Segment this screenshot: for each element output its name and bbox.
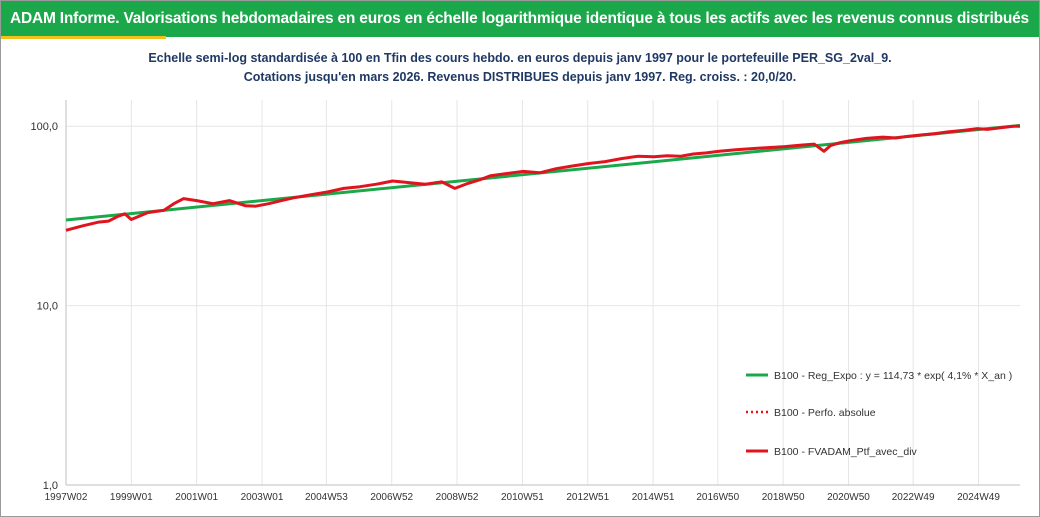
x-tick-label: 2008W52	[436, 492, 479, 503]
x-tick-label: 2003W01	[241, 492, 284, 503]
header-bar: ADAM Informe. Valorisations hebdomadaire…	[1, 1, 1039, 37]
x-tick-label: 2016W50	[696, 492, 739, 503]
chart-subtitle-line-1: Echelle semi-log standardisée à 100 en T…	[148, 51, 892, 65]
x-tick-label: 1997W02	[45, 492, 88, 503]
x-tick-label: 2024W49	[957, 492, 1000, 503]
x-axis: 1997W02 1999W01 2001W01 2003W01 2004W53 2006W…	[45, 484, 1020, 503]
x-tick-label: 2018W50	[762, 492, 805, 503]
legend-label: B100 - FVADAM_Ptf_avec_div	[774, 446, 918, 458]
series-layer	[65, 123, 1021, 232]
legend-label: B100 - Reg_Expo : y = 114,73 * exp( 4,1%…	[774, 370, 1012, 382]
chart-subtitle-line-2: Cotations jusqu'en mars 2026. Revenus DI…	[243, 70, 797, 84]
series-line-3	[65, 124, 1020, 232]
x-tick-label: 2020W50	[827, 492, 870, 503]
y-tick-label: 1,0	[43, 480, 58, 492]
x-tick-label: 2014W51	[632, 492, 675, 503]
x-tick-label: 2004W53	[305, 492, 348, 503]
page-title: ADAM Informe. Valorisations hebdomadaire…	[10, 10, 1029, 27]
header-accent-bar	[1, 36, 166, 39]
y-axis: 1,0 10,0 100,0	[30, 100, 67, 492]
legend-label: B100 - Perfo. absolue	[774, 407, 876, 419]
grid	[65, 100, 1020, 486]
x-tick-label: 2022W49	[892, 492, 935, 503]
x-tick-label: 2010W51	[501, 492, 544, 503]
legend: B100 - Reg_Expo : y = 114,73 * exp( 4,1%…	[746, 370, 1012, 458]
x-tick-label: 1999W01	[110, 492, 153, 503]
y-tick-label: 10,0	[37, 301, 58, 313]
x-tick-label: 2001W01	[175, 492, 218, 503]
y-tick-label: 100,0	[30, 121, 58, 133]
x-tick-label: 2006W52	[370, 492, 413, 503]
x-tick-label: 2012W51	[566, 492, 609, 503]
